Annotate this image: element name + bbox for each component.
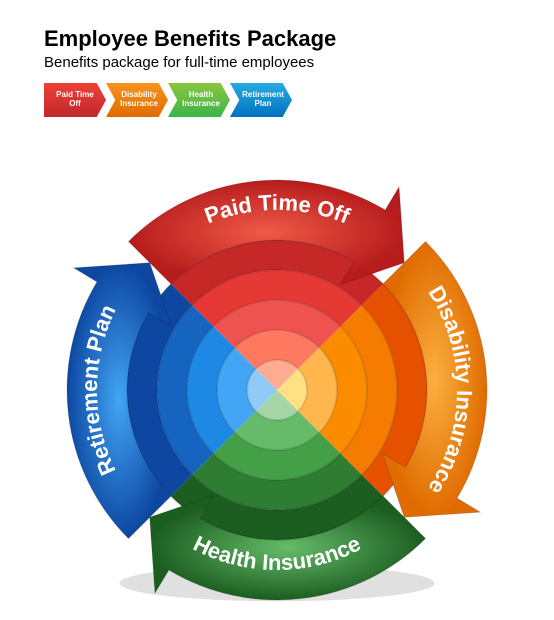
legend-paid-time-off: Paid Time Off: [44, 83, 106, 117]
page-subtitle: Benefits package for full-time employees: [44, 54, 554, 71]
legend-row: Paid Time Off Disability Insurance Healt…: [44, 83, 554, 117]
legend-health: Health Insurance: [168, 83, 230, 117]
legend-disability: Disability Insurance: [106, 83, 168, 117]
benefits-wheel: Paid Time OffDisability InsuranceHealth …: [47, 160, 507, 620]
legend-retirement: Retirement Plan: [230, 83, 292, 117]
page-title: Employee Benefits Package: [44, 26, 554, 52]
